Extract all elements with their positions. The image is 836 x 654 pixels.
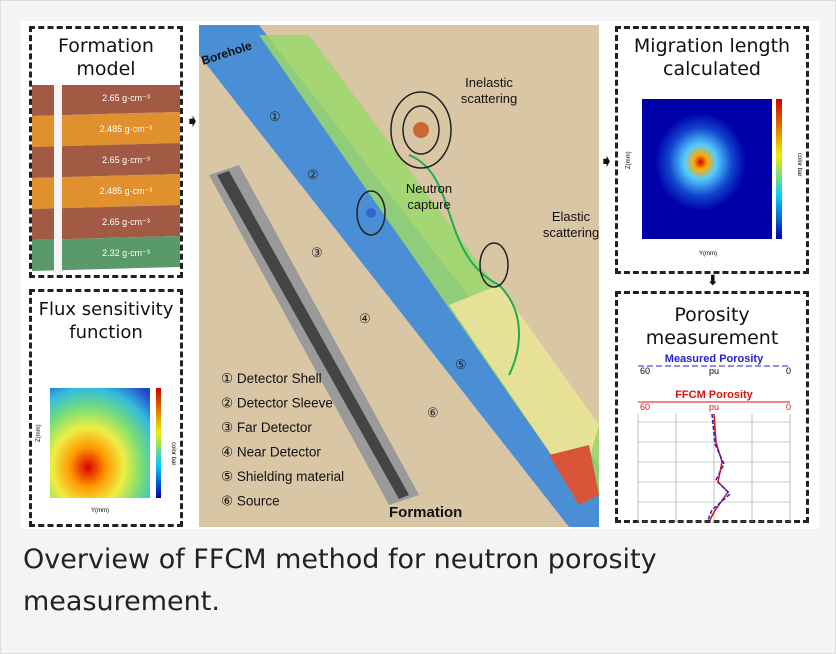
marker: ⑥ — [427, 405, 439, 420]
layer-label: 2.65 g·cm⁻³ — [102, 93, 150, 103]
panel-title: Porosity measurement — [645, 304, 779, 349]
scale-unit: pu — [709, 402, 719, 412]
caption: Overview of FFCM method for neutron poro… — [23, 544, 657, 617]
porosity-panel: Porosity measurement Measured Porosity 6… — [615, 291, 809, 523]
flux-panel: Flux sensitivity function color bar Y(mm… — [29, 289, 183, 527]
x-label: Y(mm) — [699, 251, 717, 257]
scale-left: 60 — [640, 402, 650, 412]
legend-item: ⑥ Source — [221, 494, 280, 509]
layer — [32, 205, 180, 240]
panel-title: Formation model — [58, 35, 154, 80]
porosity-log: Measured Porosity 60 pu 0 FFCM Porosity … — [637, 353, 791, 522]
marker: ② — [307, 167, 319, 182]
layer — [32, 85, 180, 116]
marker: ③ — [311, 245, 323, 260]
marker: ④ — [359, 311, 371, 326]
layer — [32, 236, 180, 271]
migration-heatmap: color bar Y(mm) Z(mm) — [626, 99, 802, 257]
legend-item: ② Detector Sleeve — [221, 396, 333, 411]
label: Formation — [389, 504, 462, 521]
layer-label: 2.32 g·cm⁻³ — [102, 248, 150, 258]
arrow: ➧ — [185, 111, 201, 132]
y-label: Z(mm) — [36, 424, 42, 442]
flux-heatmap: color bar Y(mm) Z(mm) — [36, 388, 176, 514]
panel-title: Migration length calculated — [633, 35, 791, 80]
colorbar-label: color bar — [796, 153, 802, 176]
layer-label: 2.65 g·cm⁻³ — [102, 155, 150, 165]
panel-title: Flux sensitivity function — [38, 299, 174, 343]
x-label: Y(mm) — [91, 508, 109, 514]
formation-image: 2.65 g·cm⁻³ 2.485 g·cm⁻³ 2.65 g·cm⁻³ 2.485 … — [32, 85, 180, 275]
borehole — [54, 85, 62, 275]
layer — [32, 143, 180, 178]
legend-item: ① Detector Shell — [221, 371, 322, 386]
arrow: ⬇ — [707, 273, 719, 289]
arrow: ➧ — [599, 151, 615, 172]
label: Neutron capture — [406, 181, 452, 212]
scale-right: 0 — [786, 402, 791, 412]
scale-left: 60 — [640, 366, 650, 376]
figure: Formation model 2.65 g·cm⁻³ 2.485 g·cm⁻³ 2… — [21, 21, 819, 529]
label: Inelastic scattering — [461, 75, 517, 106]
scale-unit: pu — [709, 366, 719, 376]
layer-label: 2.485 g·cm⁻³ — [100, 186, 153, 196]
scale-right: 0 — [786, 366, 791, 376]
formation-panel: Formation model 2.65 g·cm⁻³ 2.485 g·cm⁻³ 2… — [29, 26, 183, 278]
legend-item: ⑤ Shielding material — [221, 469, 344, 484]
marker: ① — [269, 109, 281, 124]
layer-label: 2.65 g·cm⁻³ — [102, 217, 150, 227]
legend-item: ④ Near Detector — [221, 445, 321, 460]
colorbar-label: color bar — [170, 442, 176, 465]
marker: ⑤ — [455, 357, 467, 372]
layer-label: 2.485 g·cm⁻³ — [100, 124, 153, 134]
ffcm-label: FFCM Porosity — [675, 389, 753, 401]
layer — [32, 174, 180, 209]
migration-panel: Migration length calculated color bar Y(… — [615, 26, 809, 274]
legend-item: ③ Far Detector — [221, 420, 312, 435]
y-label: Z(mm) — [626, 151, 632, 169]
measured-label: Measured Porosity — [665, 353, 764, 365]
label: Elastic scattering — [543, 209, 599, 240]
layer — [32, 112, 180, 147]
